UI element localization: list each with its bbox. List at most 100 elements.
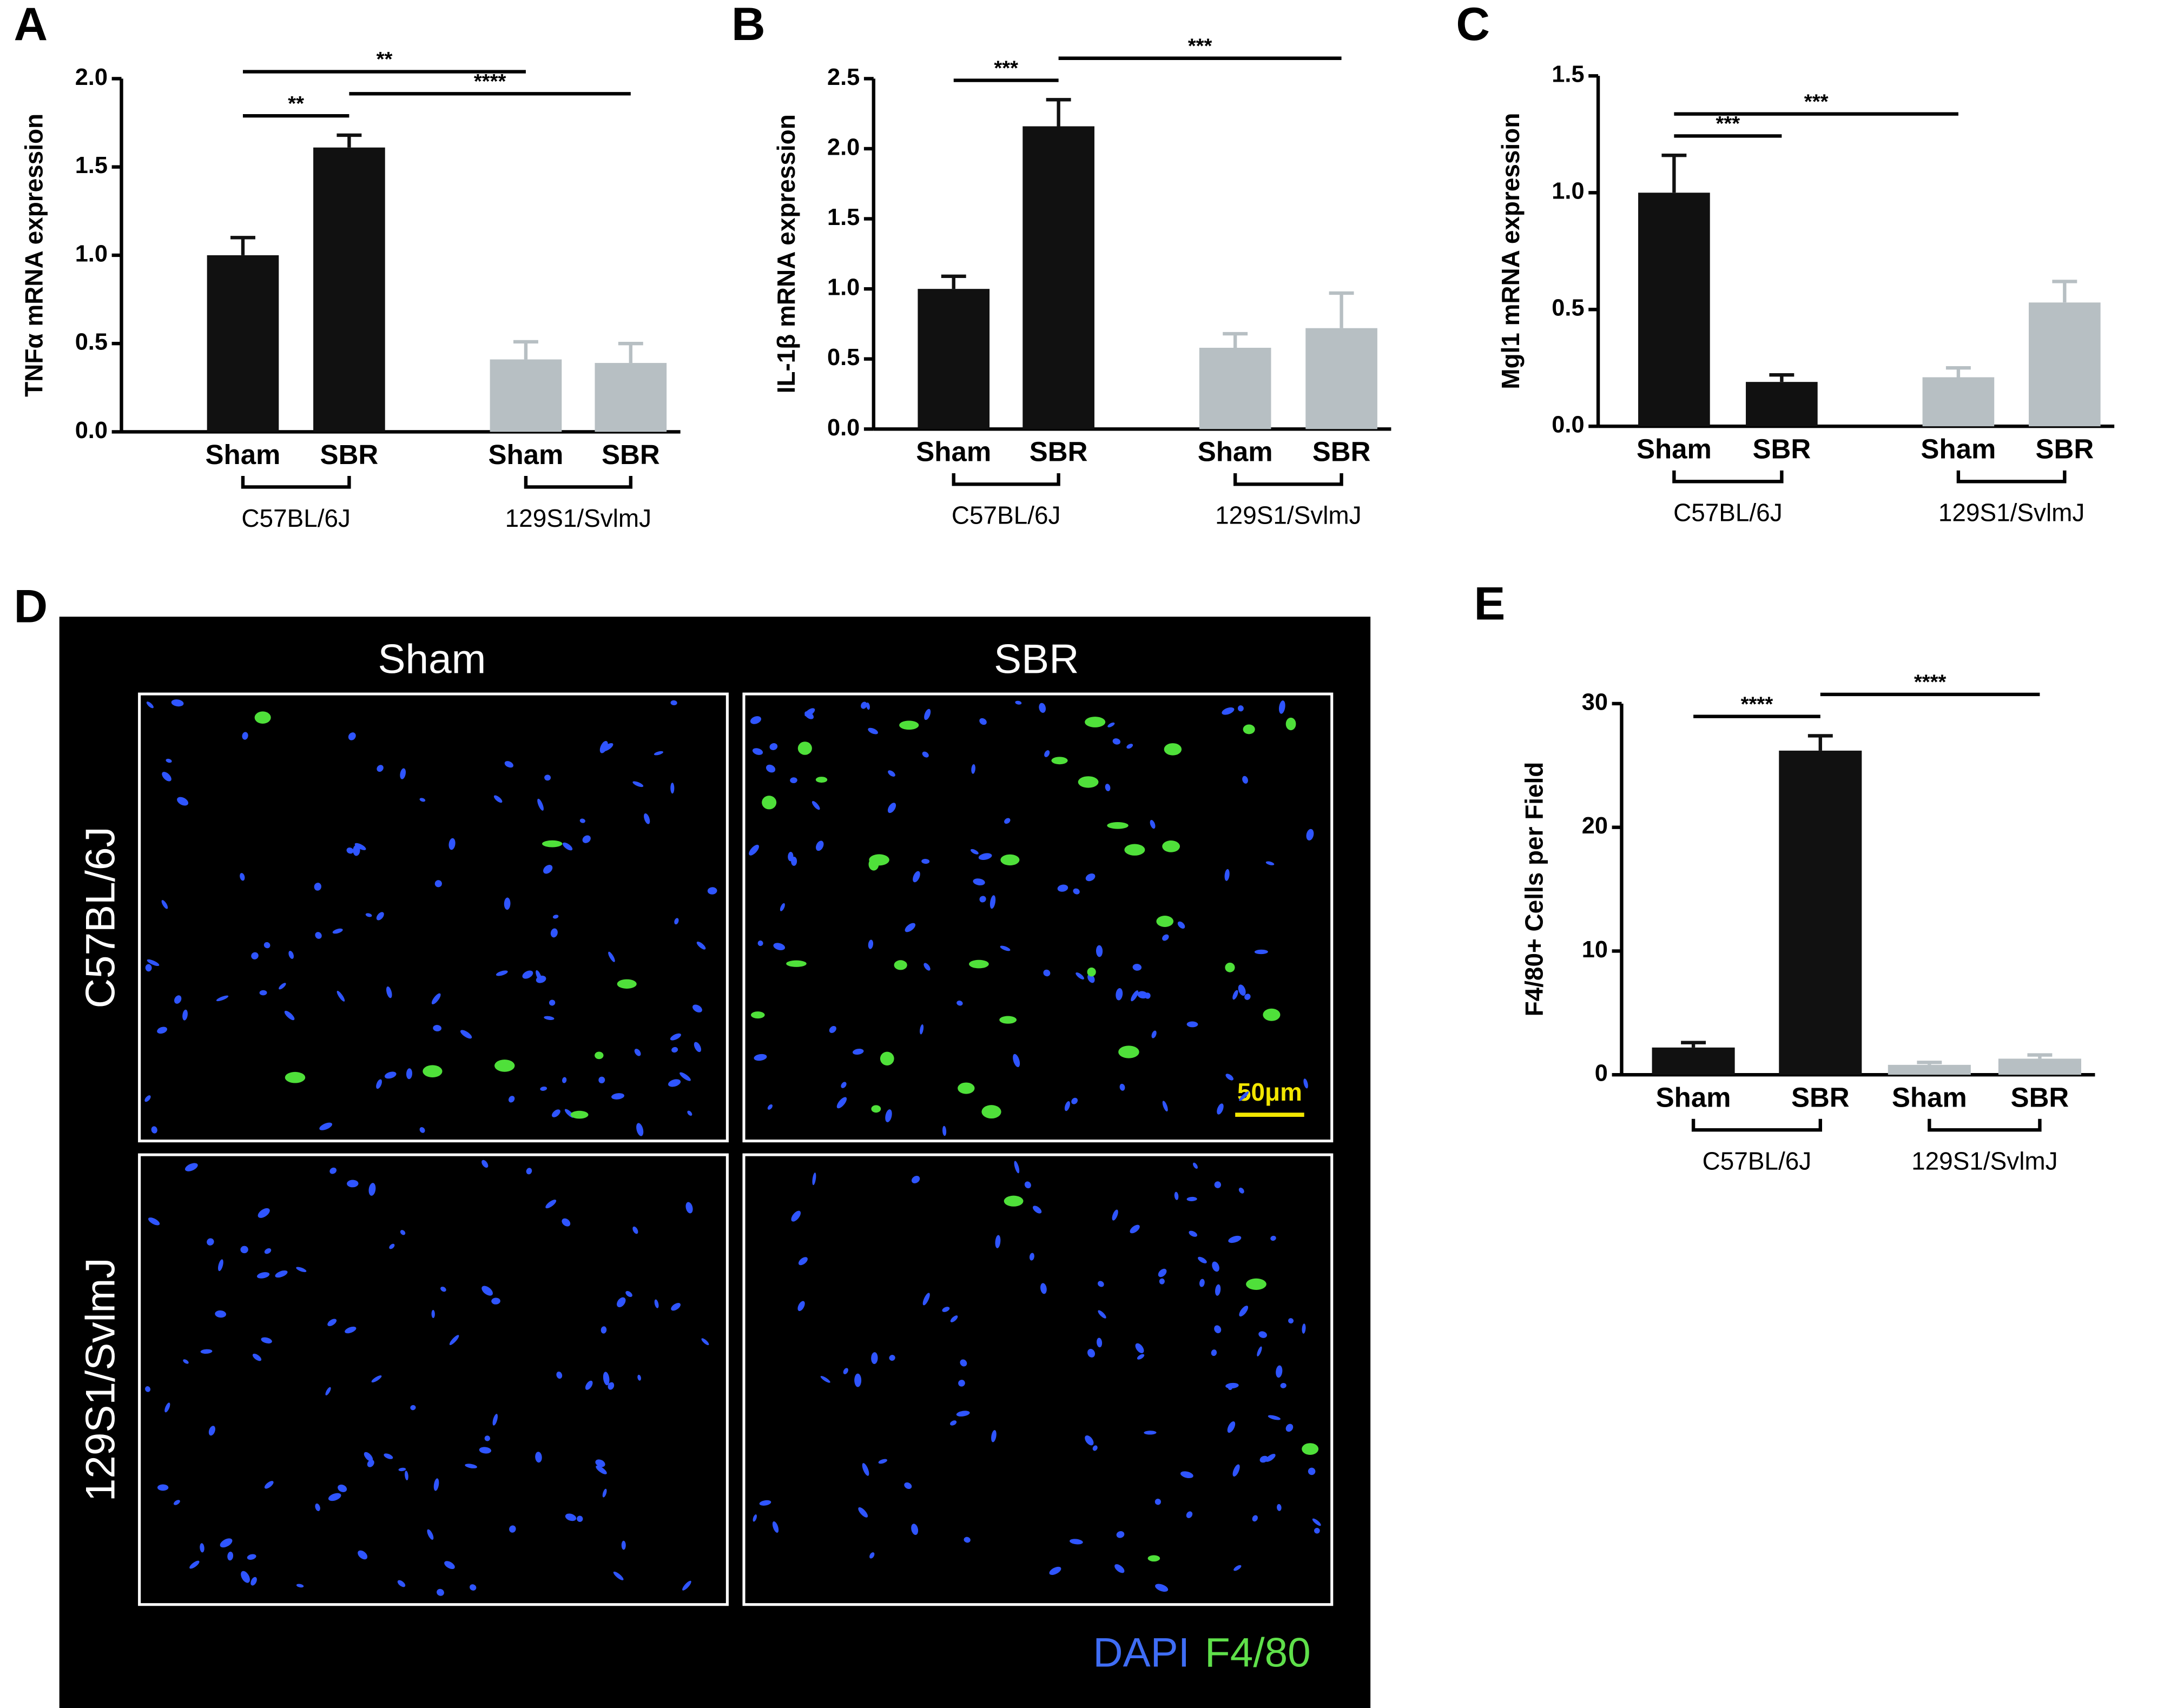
nucleus <box>247 1554 256 1560</box>
nucleus <box>950 1315 958 1322</box>
nucleus <box>1312 1518 1321 1526</box>
nucleus <box>1314 1527 1320 1534</box>
x-tick-label: SBR <box>602 439 660 470</box>
nucleus <box>601 1326 607 1334</box>
macrophage <box>1302 1443 1319 1455</box>
macrophage <box>1164 743 1182 756</box>
error-bar <box>941 274 966 289</box>
x-tick-label: SBR <box>320 439 379 470</box>
nucleus <box>1076 972 1084 979</box>
nucleus <box>264 1248 272 1254</box>
nucleus <box>1268 1415 1281 1420</box>
nucleus <box>419 798 426 802</box>
nucleus <box>644 813 650 824</box>
y-tick-label: 1.5 <box>827 204 860 230</box>
bar <box>595 363 667 432</box>
y-tick-label: 2.0 <box>827 134 860 160</box>
group-label: C57BL/6J <box>1703 1147 1812 1175</box>
nucleus <box>328 1493 341 1501</box>
nucleus <box>1277 1504 1282 1511</box>
error-bar <box>230 236 255 255</box>
nucleus <box>481 1160 489 1168</box>
macrophage <box>1225 962 1235 972</box>
nucleus <box>1073 888 1080 895</box>
nucleus <box>200 1543 204 1553</box>
macrophage <box>285 1071 306 1083</box>
macrophage <box>423 1065 443 1078</box>
nucleus <box>288 950 294 959</box>
nucleus <box>1244 994 1251 1000</box>
y-tick-label: 0.0 <box>75 418 108 443</box>
nucleus <box>1029 1253 1034 1261</box>
nucleus <box>634 1049 641 1056</box>
nucleus <box>367 1459 374 1467</box>
y-tick-label: 10 <box>1582 937 1608 963</box>
nucleus <box>1070 1539 1083 1545</box>
macrophage <box>880 1051 894 1065</box>
nucleus <box>437 1588 444 1596</box>
error-bar <box>1945 366 1971 378</box>
nucleus <box>654 751 663 756</box>
macrophage <box>1246 1278 1266 1290</box>
nucleus <box>613 1571 624 1580</box>
nucleus <box>315 1503 320 1511</box>
column-label: SBR <box>994 637 1079 683</box>
nucleus <box>1270 1235 1276 1241</box>
y-tick-label: 2.5 <box>827 64 860 90</box>
nucleus <box>1258 1331 1267 1338</box>
error-bar <box>1807 734 1833 751</box>
bar <box>1888 1064 1971 1075</box>
nucleus <box>598 1076 605 1084</box>
macrophage <box>871 1105 881 1113</box>
macrophage <box>869 854 889 866</box>
nucleus <box>632 1226 638 1234</box>
nucleus <box>296 1267 307 1273</box>
nucleus <box>679 1072 691 1081</box>
nucleus <box>182 1009 188 1021</box>
nucleus <box>1306 829 1314 840</box>
nucleus <box>522 970 533 979</box>
nucleus <box>1096 945 1103 957</box>
nucleus <box>556 1371 563 1379</box>
bar <box>490 359 562 432</box>
y-tick-label: 0.5 <box>1552 295 1584 321</box>
nucleus <box>337 990 345 1002</box>
nucleus <box>608 1382 615 1390</box>
macrophage <box>254 711 271 724</box>
nucleus <box>1014 1161 1020 1174</box>
nucleus <box>707 887 717 895</box>
nucleus <box>1302 1323 1306 1334</box>
nucleus <box>757 940 763 946</box>
column-label: Sham <box>378 637 486 683</box>
nucleus <box>1214 1325 1222 1334</box>
nucleus <box>544 774 551 781</box>
nucleus <box>364 1452 373 1462</box>
nucleus <box>348 732 356 740</box>
macrophage <box>1078 776 1099 788</box>
nucleus <box>1085 1435 1094 1446</box>
nucleus <box>448 838 456 850</box>
nucleus <box>449 1335 459 1345</box>
nucleus <box>1239 1306 1249 1317</box>
nucleus <box>504 897 511 910</box>
nucleus <box>405 1471 408 1480</box>
nucleus <box>151 1126 157 1134</box>
nucleus <box>491 1297 500 1305</box>
nucleus <box>1308 1467 1316 1475</box>
nucleus <box>674 918 679 925</box>
nucleus <box>670 783 675 794</box>
nucleus <box>563 842 573 851</box>
nucleus <box>550 928 558 938</box>
nucleus <box>1155 1584 1169 1592</box>
nucleus <box>484 1435 491 1441</box>
macrophage <box>1107 822 1129 829</box>
nucleus <box>1232 1464 1240 1477</box>
nucleus <box>537 798 544 811</box>
panel-letter: E <box>1474 577 1505 630</box>
nucleus <box>146 701 154 709</box>
nucleus <box>671 1047 678 1053</box>
nucleus <box>995 1235 1001 1248</box>
bar <box>1779 750 1862 1075</box>
nucleus <box>1227 1421 1236 1433</box>
